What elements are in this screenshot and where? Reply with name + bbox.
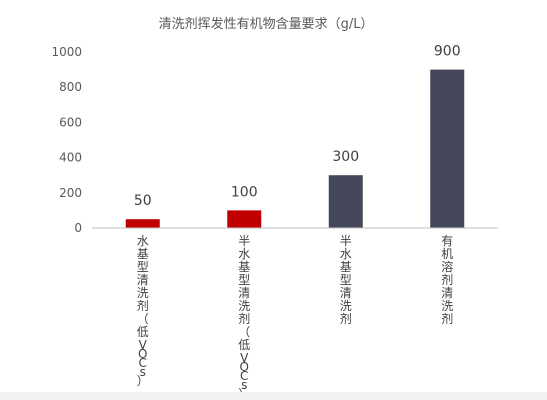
y-tick-label: 400	[59, 151, 82, 165]
data-labels: 50 100 300 900	[134, 44, 461, 210]
bottom-band	[0, 392, 547, 400]
y-tick-label: 0	[74, 221, 82, 235]
data-label: 900	[434, 44, 461, 60]
data-label: 100	[231, 184, 258, 200]
chart-title: 清洗剂挥发性有机物含量要求（g/L）	[159, 16, 374, 32]
bar	[430, 69, 465, 228]
data-label: 50	[134, 193, 152, 209]
bar	[328, 175, 363, 228]
category-label: 半水基型清洗剂	[340, 234, 352, 326]
y-tick-label: 800	[59, 80, 82, 94]
bars	[125, 69, 465, 228]
bar	[227, 210, 262, 228]
y-tick-label: 200	[59, 186, 82, 200]
y-tick-label: 1000	[51, 45, 82, 59]
data-label: 300	[332, 149, 359, 165]
y-tick-label: 600	[59, 115, 82, 129]
y-axis: 0 200 400 600 800 1000	[51, 45, 82, 235]
category-label: 有机溶剂清洗剂	[441, 234, 453, 326]
bar	[125, 219, 160, 228]
